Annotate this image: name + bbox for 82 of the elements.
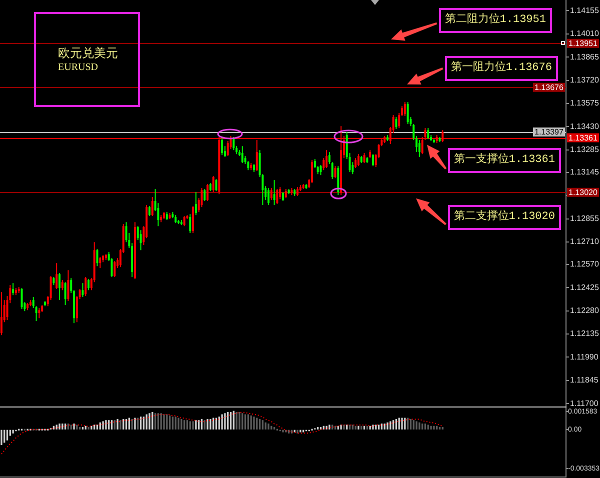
candlestick: [84, 276, 87, 297]
candlestick: [273, 180, 276, 206]
candlestick: [58, 272, 61, 301]
annotation: 第一支撑位1.13361: [454, 154, 555, 166]
ref-line-label: 1.13361: [568, 133, 598, 142]
y-tick-label: 1.11990: [570, 352, 599, 362]
candlestick: [354, 158, 357, 169]
candlestick: [442, 130, 444, 143]
candlestick: [418, 140, 420, 158]
y-tick-label: 1.14155: [570, 6, 600, 15]
candlestick: [267, 188, 270, 206]
candlestick: [320, 164, 322, 176]
candlestick: [404, 102, 406, 117]
y-tick-label: 1.12135: [570, 329, 600, 338]
candlestick: [194, 192, 197, 216]
candlestick: [82, 282, 84, 298]
candlestick: [64, 282, 66, 306]
y-tick-label: 1.13145: [570, 168, 600, 177]
candlestick: [88, 278, 90, 291]
candlestick: [232, 136, 235, 151]
candlestick: [38, 308, 40, 319]
candlestick: [279, 186, 282, 200]
candlestick: [99, 256, 102, 269]
y-tick-label: 1.12570: [570, 260, 600, 269]
candlestick: [395, 116, 398, 130]
ref-line-label: 1.13397: [534, 128, 564, 137]
candlestick: [61, 280, 64, 291]
candlestick: [276, 188, 278, 205]
candlestick: [284, 188, 287, 199]
candlestick: [326, 150, 328, 169]
candlestick: [247, 160, 250, 171]
text: 欧元兑美元: [58, 46, 118, 60]
candlestick: [200, 188, 203, 208]
candlestick: [189, 214, 192, 234]
candlestick: [32, 296, 34, 309]
line-series: [0, 412, 444, 454]
candlestick: [183, 216, 186, 227]
candlestick: [256, 140, 258, 172]
y-tick-label: 1.11845: [570, 376, 599, 385]
y-tick-label: 1.12710: [570, 237, 600, 246]
candlestick: [204, 188, 206, 202]
y-tick-label: 1.13430: [570, 122, 600, 131]
y-tick-label: 1.12280: [570, 306, 600, 315]
candlestick: [363, 152, 366, 164]
candlestick: [12, 282, 14, 296]
y-tick-label: 1.13575: [570, 98, 600, 108]
candlestick: [56, 262, 58, 290]
candlestick: [221, 138, 224, 156]
candlestick: [311, 160, 314, 184]
annotation: 第二支撑位1.13020: [454, 210, 555, 223]
candlestick: [96, 248, 98, 267]
candlestick: [241, 146, 244, 164]
candlestick: [406, 102, 409, 125]
candlestick: [226, 140, 229, 157]
ref-line-label: 1.13676: [534, 83, 564, 92]
y-tick-label: 1.14010: [570, 29, 600, 38]
candlestick: [140, 230, 142, 251]
candlestick: [20, 288, 23, 310]
y-tick-label: 1.12425: [570, 282, 600, 292]
y-tick-label: 1.13285: [570, 145, 600, 154]
candlestick: [0, 292, 2, 336]
candlestick: [427, 128, 430, 140]
y-tick-label: 1.11700: [570, 398, 599, 408]
candlestick: [151, 196, 154, 217]
y-tick-label: 1.12855: [570, 214, 600, 223]
y-tick-label: 1.13720: [570, 76, 600, 85]
y-tick-label: 1.13865: [570, 52, 600, 62]
candlestick: [372, 154, 374, 167]
text: EURUSD: [58, 62, 98, 73]
candlestick: [148, 206, 150, 217]
annotation: 第一阻力位1.13676: [450, 62, 552, 74]
annotation: 第二阻力位1.13951: [444, 14, 546, 26]
candlestick: [212, 176, 214, 193]
candlestick: [270, 188, 272, 201]
ref-line-label: 1.13951: [568, 39, 598, 48]
candlestick: [357, 154, 360, 167]
candlestick: [334, 166, 336, 179]
candlestick: [114, 260, 116, 278]
candlestick: [206, 184, 209, 202]
candlestick: [215, 178, 218, 192]
candlestick: [67, 270, 70, 302]
ref-line-label: 1.13020: [568, 188, 598, 198]
